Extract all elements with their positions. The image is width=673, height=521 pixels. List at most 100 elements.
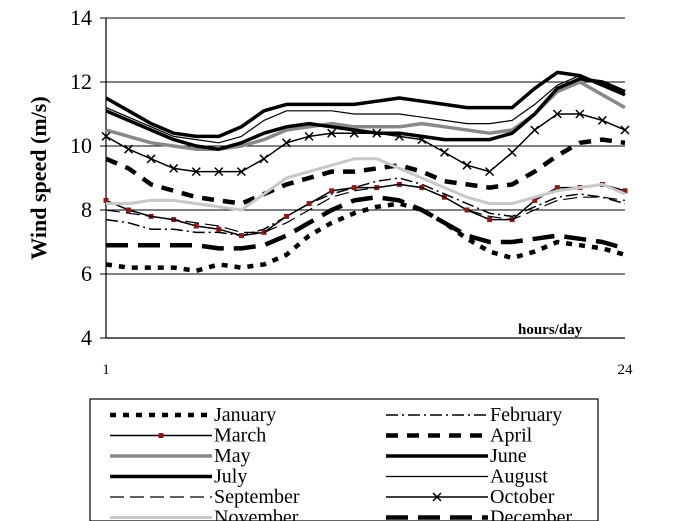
data-point-october [124,144,134,154]
legend-label-november: November [214,507,299,521]
data-point-october [304,131,314,141]
series-may [105,80,626,151]
data-point-march [193,223,199,229]
series-july [105,77,626,151]
data-point-march [464,207,470,213]
legend-label-october: October [490,486,555,508]
series-line-june [105,70,626,139]
data-point-october [259,154,269,164]
data-point-march [126,207,132,213]
data-point-october [281,138,292,148]
data-point-october [620,125,630,135]
data-point-october [101,131,111,141]
series-line-february [105,177,626,237]
legend-item-april: April [386,425,533,447]
data-point-march [487,217,493,223]
series-line-march [105,183,626,237]
legend-item-june: June [386,445,527,467]
legend-label-july: July [214,466,247,488]
series-line-july [105,77,626,151]
legend-box [89,398,599,521]
x-tick-label: 24 [618,362,634,378]
series-june [105,70,626,139]
data-point-march [554,185,560,191]
y-tick-label: 12 [70,69,92,94]
series-line-december [106,194,626,251]
legend-label-january: January [214,404,276,426]
data-point-october [485,167,495,177]
legend-item-january: January [110,404,276,426]
series-september [105,183,626,233]
series-august [105,74,626,144]
data-point-march [216,226,222,232]
legend-item-september: September [110,486,300,508]
data-point-october [439,147,450,157]
series-layer [101,70,630,274]
data-point-october [191,167,201,177]
y-tick-label: 4 [81,325,92,350]
series-line-september [105,183,626,233]
series-line-november [106,157,626,212]
x-tick-label: 1 [102,362,110,378]
x-axis-ticks: 1 24 [102,362,633,378]
x-axis-label: hours/day [518,322,583,338]
data-point-october [372,128,382,138]
legend-label-june: June [490,445,527,467]
data-point-march [103,197,109,203]
y-tick-label: 10 [70,133,92,158]
series-december [106,194,626,251]
data-point-october [236,167,246,177]
legend-marker-march [158,433,164,438]
data-point-march [306,201,312,207]
data-point-october [169,163,179,173]
legend: January February March April May June July Augu… [89,398,599,521]
data-point-october [394,131,404,141]
data-point-march [284,213,290,219]
series-line-april [105,137,626,206]
y-tick-label: 6 [81,261,92,286]
series-april [105,137,626,206]
legend-label-may: May [214,445,251,467]
series-october [101,109,630,177]
series-january [105,201,626,274]
y-axis-label: Wind speed (m/s) [26,96,51,259]
data-point-october [417,135,427,145]
legend-item-december: December [386,507,573,521]
data-point-october [146,154,156,164]
data-point-october [507,147,517,157]
data-point-october [552,109,562,119]
legend-label-august: August [490,466,548,488]
legend-item-may: May [110,445,251,467]
data-point-march [238,233,244,239]
legend-item-october: October [386,486,555,508]
series-line-january [105,201,626,274]
data-point-october [575,109,585,119]
plot-area [105,17,625,339]
y-tick-label: 8 [81,197,92,222]
y-axis-ticks: 4 6 8 10 12 14 [70,5,106,350]
data-point-october [462,160,472,170]
legend-label-december: December [490,507,573,521]
series-line-august [105,74,626,144]
legend-item-july: July [110,466,247,488]
series-line-may [105,80,626,151]
legend-label-march: March [214,425,266,447]
data-point-march [351,185,357,191]
data-point-october [327,128,337,138]
series-february [105,177,626,237]
data-point-march [329,188,335,194]
legend-item-november: November [110,507,299,521]
legend-marker-october [432,492,442,502]
data-point-march [261,229,267,235]
legend-label-september: September [214,486,300,508]
data-point-october [349,128,359,138]
data-point-october [597,115,607,125]
legend-label-february: February [490,404,562,426]
series-line-october [105,113,626,173]
legend-item-february: February [386,404,562,426]
data-point-october [530,125,540,135]
y-tick-label: 14 [70,5,92,30]
data-point-march [622,188,628,194]
legend-item-march: March [110,425,266,447]
